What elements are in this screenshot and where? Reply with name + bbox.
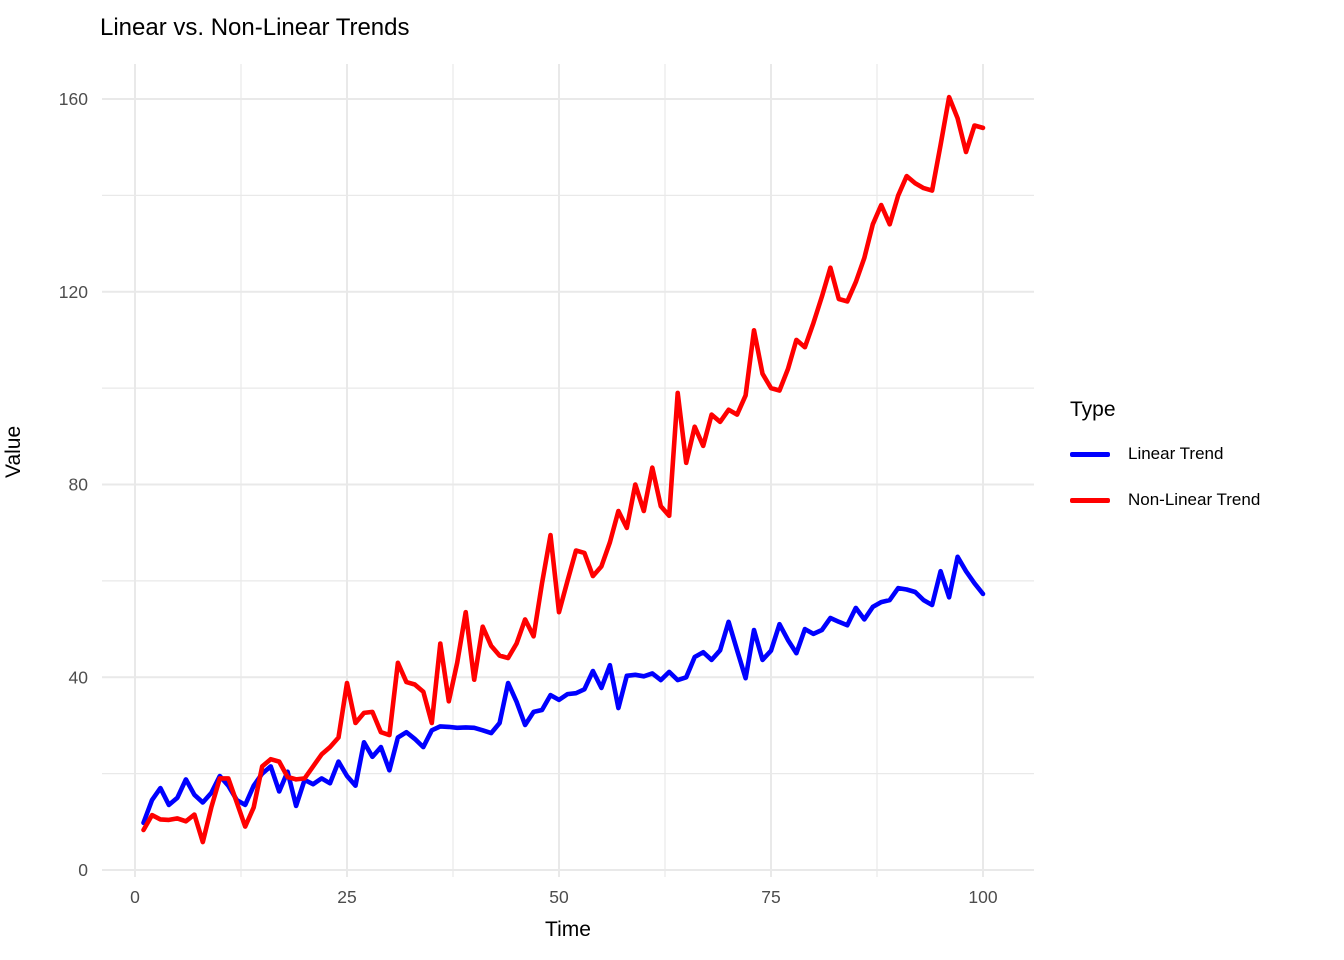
y-tick-label: 0 (78, 860, 88, 880)
linear-trend-line (141, 554, 986, 826)
x-tick-label: 50 (549, 887, 569, 907)
y-tick-label: 120 (59, 282, 88, 302)
legend-key-icon (1070, 451, 1110, 457)
x-axis-title: Time (545, 918, 591, 941)
legend-items: Linear Trend Non-Linear Trend (1070, 444, 1340, 510)
minor-gridlines (102, 64, 1034, 877)
non-linear-trend-line (141, 94, 986, 845)
legend-item-non-linear-trend: Non-Linear Trend (1070, 490, 1340, 510)
legend-item-linear-trend: Linear Trend (1070, 444, 1340, 464)
legend-label: Non-Linear Trend (1128, 490, 1261, 509)
legend-key-icon (1070, 497, 1110, 503)
legend-label: Linear Trend (1128, 444, 1224, 463)
y-tick-label: 160 (59, 89, 88, 109)
legend: Type Linear Trend Non-Linear Trend (1070, 398, 1340, 536)
y-tick-label: 40 (69, 667, 89, 687)
tick-labels: 0 25 50 75 100 0 40 80 120 160 (59, 89, 998, 907)
x-tick-label: 25 (337, 887, 356, 907)
y-tick-label: 80 (69, 475, 89, 495)
y-axis-title: Value (2, 425, 25, 478)
x-tick-label: 0 (130, 887, 140, 907)
major-gridlines (102, 64, 1034, 877)
chart-title: Linear vs. Non-Linear Trends (100, 14, 410, 41)
legend-title: Type (1070, 398, 1116, 421)
x-tick-label: 100 (968, 887, 997, 907)
x-tick-label: 75 (761, 887, 780, 907)
